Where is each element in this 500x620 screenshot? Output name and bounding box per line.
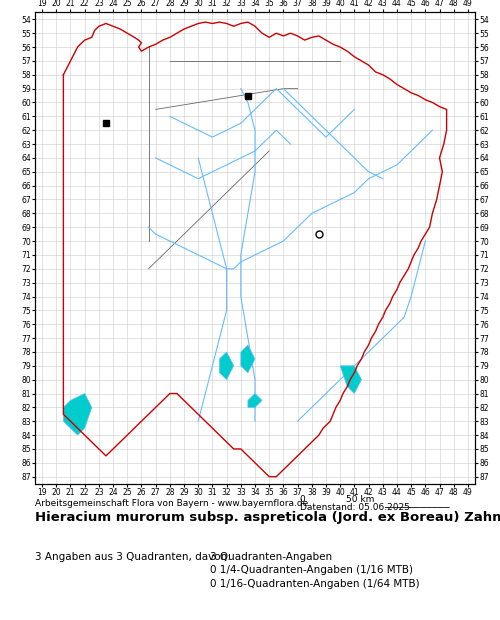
Polygon shape [241, 345, 255, 373]
Text: Hieracium murorum subsp. aspreticola (Jord. ex Boreau) Zahn: Hieracium murorum subsp. aspreticola (Jo… [35, 512, 500, 525]
Text: Datenstand: 05.06.2025: Datenstand: 05.06.2025 [300, 503, 410, 513]
Text: 3 Quadranten-Angaben: 3 Quadranten-Angaben [210, 552, 332, 562]
Text: 0 1/16-Quadranten-Angaben (1/64 MTB): 0 1/16-Quadranten-Angaben (1/64 MTB) [210, 579, 420, 589]
Text: 3 Angaben aus 3 Quadranten, davon:: 3 Angaben aus 3 Quadranten, davon: [35, 552, 231, 562]
Polygon shape [248, 394, 262, 407]
Polygon shape [64, 394, 92, 435]
Text: ___________: ___________ [385, 498, 450, 508]
Polygon shape [220, 352, 234, 379]
Polygon shape [340, 366, 361, 394]
Text: 0              50 km: 0 50 km [300, 495, 374, 504]
Text: Arbeitsgemeinschaft Flora von Bayern - www.bayernflora.de: Arbeitsgemeinschaft Flora von Bayern - w… [35, 499, 308, 508]
Text: 0 1/4-Quadranten-Angaben (1/16 MTB): 0 1/4-Quadranten-Angaben (1/16 MTB) [210, 565, 413, 575]
